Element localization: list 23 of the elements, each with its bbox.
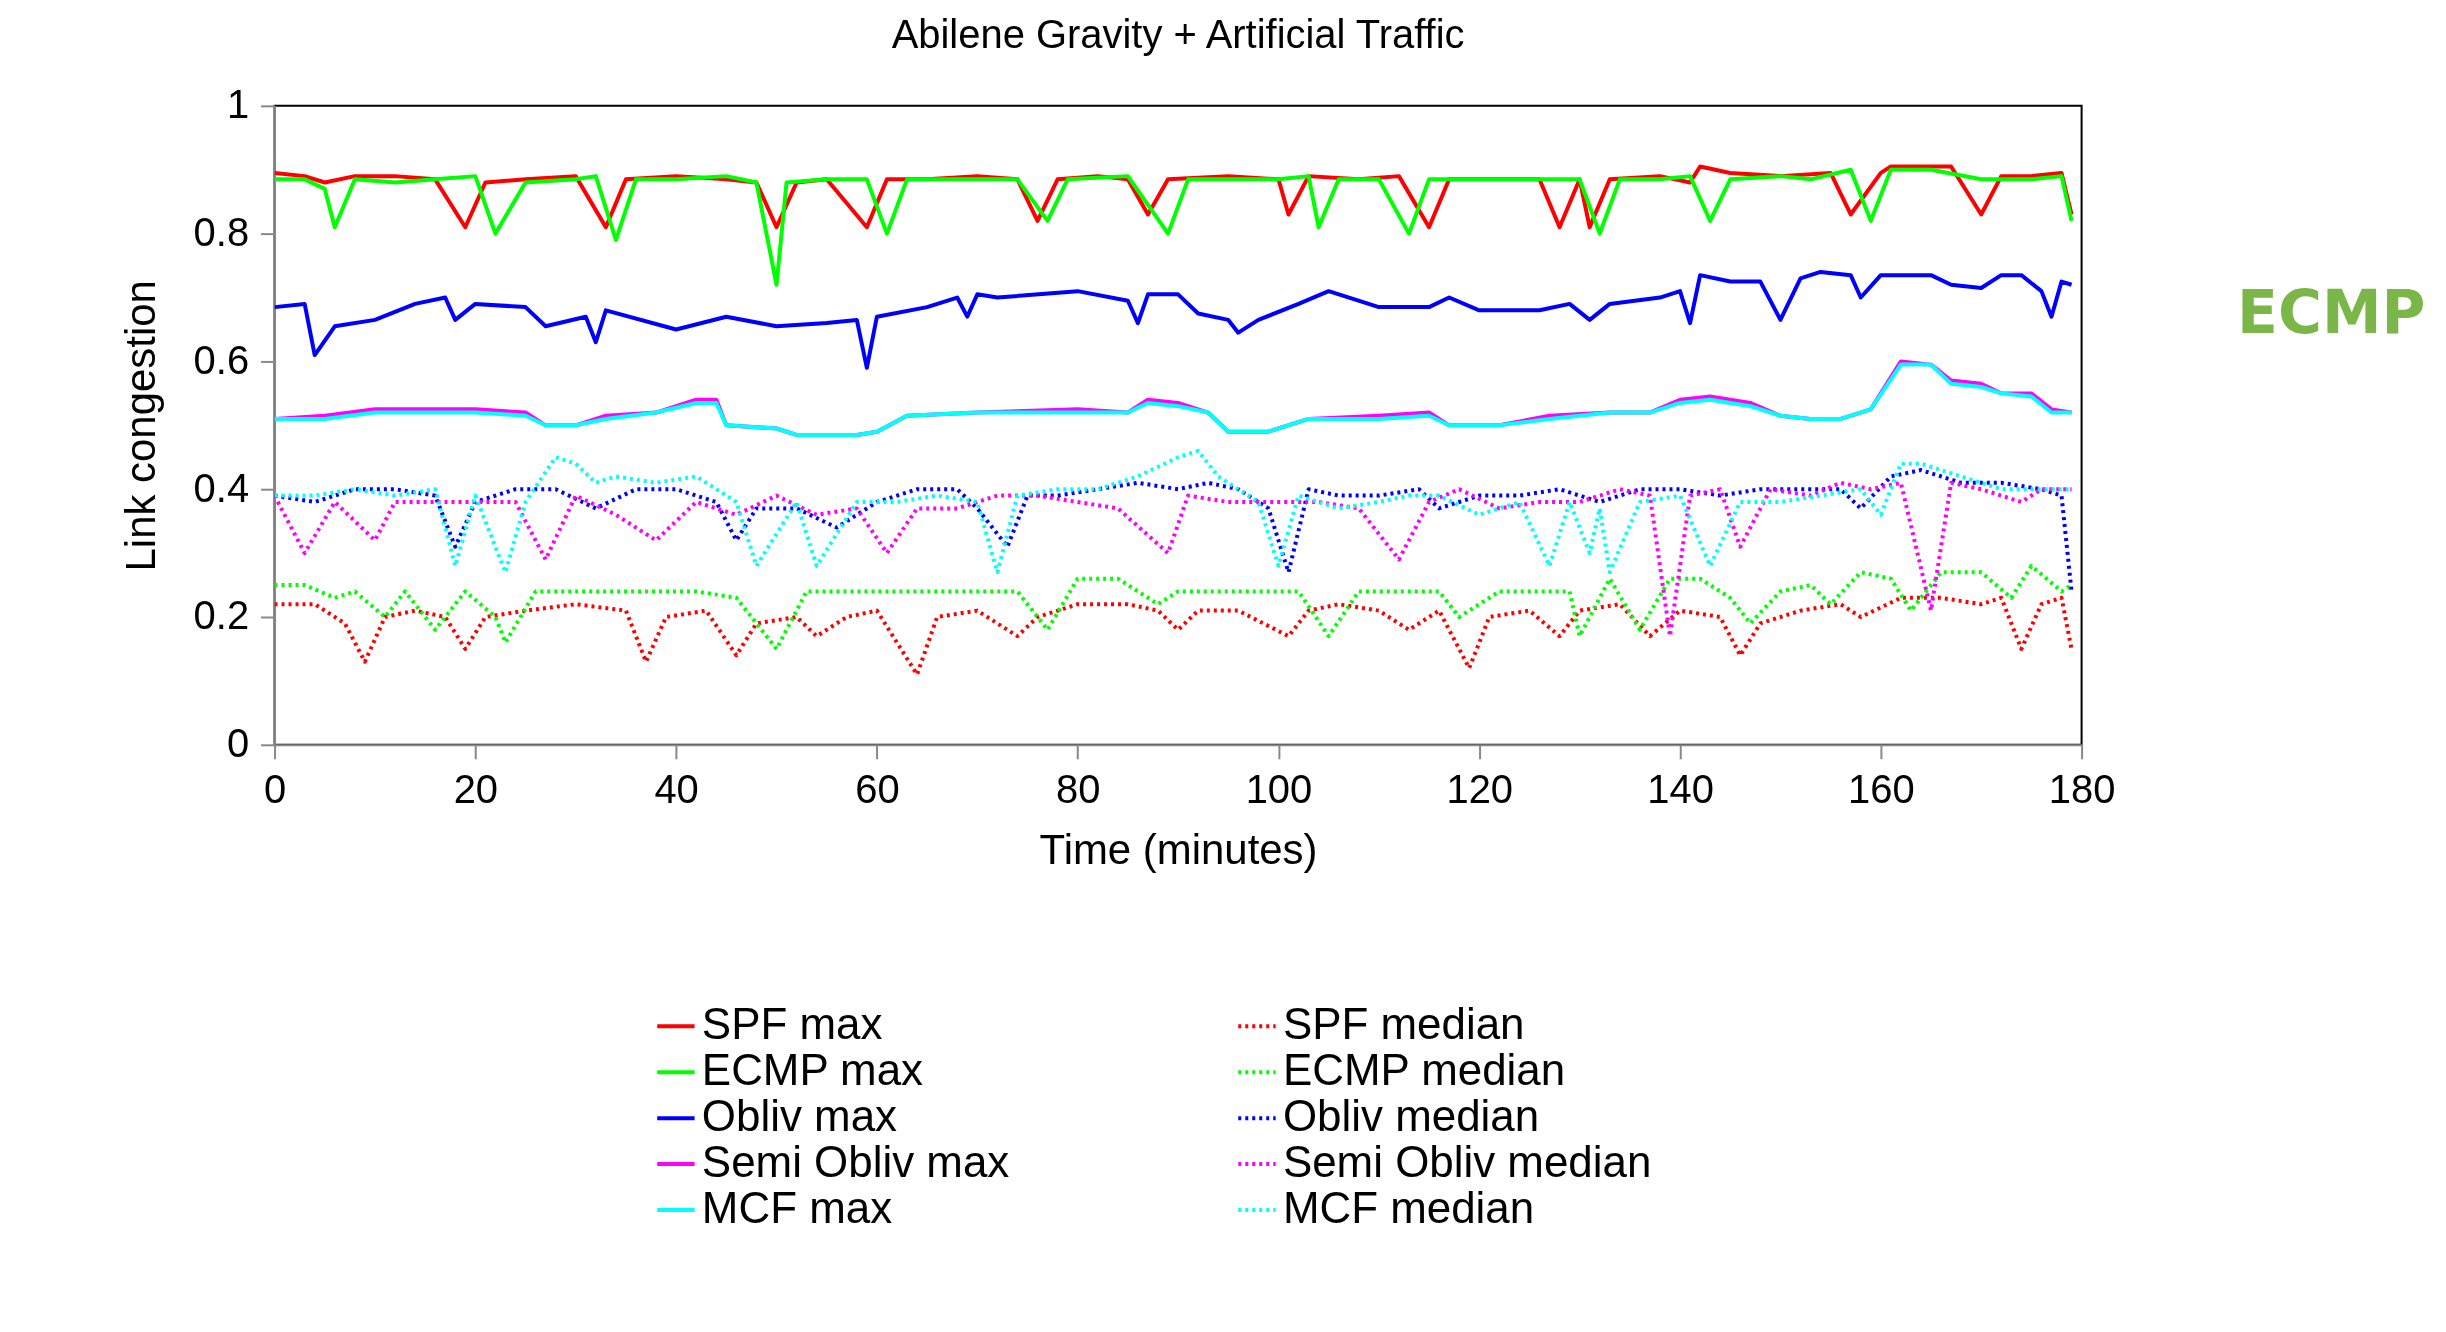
text: ECMP bbox=[2237, 277, 2426, 348]
x-tick-label: 180 bbox=[2048, 767, 2116, 812]
y-axis-title: Link congestion bbox=[116, 280, 164, 572]
chart-title: Abilene Gravity + Artificial Traffic bbox=[891, 11, 1465, 56]
line-series bbox=[274, 167, 2074, 287]
y-tick-label: 0.2 bbox=[193, 593, 250, 638]
x-tick-label: 80 bbox=[1055, 767, 1101, 812]
x-tick-label: 160 bbox=[1848, 767, 1915, 812]
y-tick-label: 1 bbox=[226, 82, 250, 127]
y-tick-label: 0 bbox=[226, 721, 250, 766]
y-tick-label: 0.8 bbox=[193, 210, 250, 255]
line-series bbox=[274, 269, 2074, 370]
x-tick-label: 120 bbox=[1446, 767, 1514, 812]
x-tick-label: 60 bbox=[855, 767, 900, 812]
y-tick-label: 0.4 bbox=[193, 465, 250, 510]
line-series bbox=[274, 595, 2074, 677]
x-tick-label: 20 bbox=[453, 767, 499, 812]
x-tick-label: 0 bbox=[263, 767, 287, 812]
x-tick-label: 100 bbox=[1245, 767, 1313, 812]
x-tick-label: 140 bbox=[1647, 767, 1714, 812]
x-tick-label: 40 bbox=[654, 767, 699, 812]
y-tick-label: 0.6 bbox=[193, 337, 250, 382]
x-axis-title: Time (minutes) bbox=[1039, 826, 1318, 874]
